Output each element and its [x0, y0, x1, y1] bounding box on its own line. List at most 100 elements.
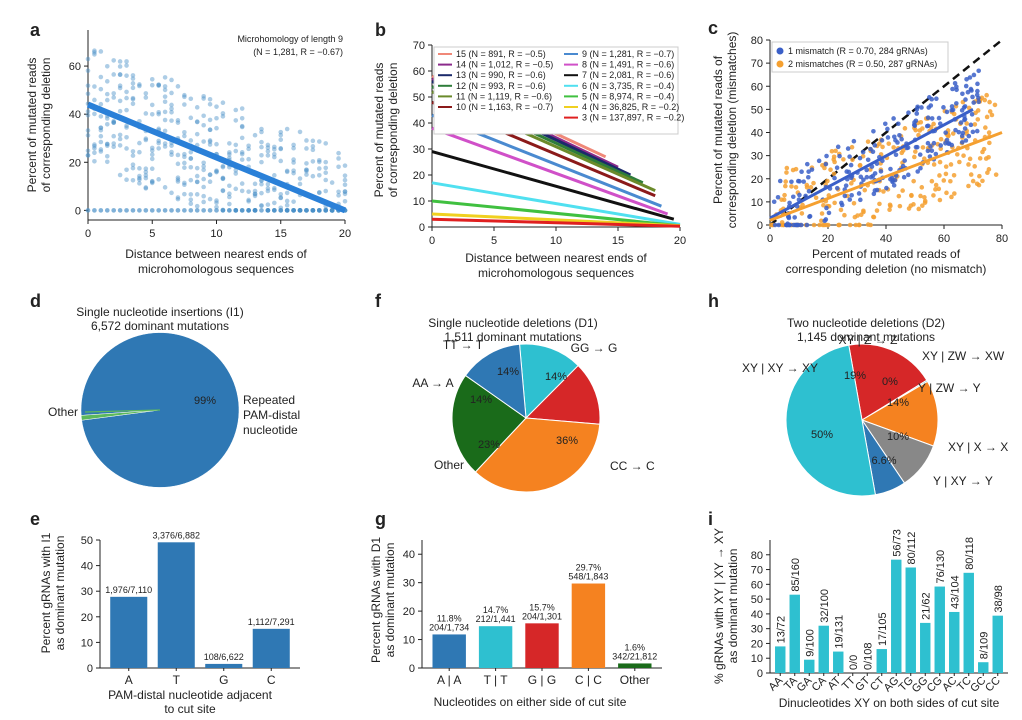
data-point [111, 91, 116, 96]
data-point [972, 122, 978, 127]
data-point [811, 222, 817, 228]
data-point [259, 139, 264, 145]
data-point [342, 189, 348, 195]
data-point [188, 96, 194, 102]
data-point [239, 106, 245, 111]
data-point [849, 181, 854, 186]
data-point [890, 179, 895, 185]
data-point [207, 196, 213, 202]
data-point [104, 143, 110, 148]
bar-value-label-text: 32/100 [819, 589, 831, 623]
data-point [938, 146, 944, 151]
data-point [874, 208, 880, 213]
data-point [310, 208, 316, 213]
data-point [188, 149, 194, 155]
bar [205, 663, 243, 668]
data-point [137, 149, 142, 155]
data-point [317, 172, 322, 178]
data-point [98, 139, 104, 145]
data-point [291, 208, 296, 213]
bar-value-label: 1,976/7,110 [105, 585, 152, 595]
data-point [323, 208, 329, 213]
data-point [175, 175, 181, 180]
bar-value-label: 13/72 [775, 616, 787, 644]
slice-label: Other [434, 458, 464, 472]
data-point [336, 189, 341, 195]
y-tick-label: 0 [757, 220, 763, 232]
data-point [111, 144, 116, 150]
data-point [92, 111, 97, 117]
panel-label-a: a [30, 20, 41, 40]
data-point [246, 208, 251, 213]
data-point [143, 173, 149, 178]
data-point [130, 95, 136, 101]
data-point [899, 150, 905, 156]
data-point [809, 167, 815, 172]
data-point [233, 208, 239, 213]
data-point [175, 152, 181, 158]
data-point [310, 208, 316, 213]
data-point [246, 146, 251, 152]
fit-line [769, 108, 974, 220]
data-point [329, 208, 335, 213]
data-point [214, 204, 219, 210]
y-tick-label: 60 [751, 81, 763, 93]
legend-entry: 13 (N = 990, R = −0.6) [456, 70, 546, 80]
data-point [92, 142, 97, 147]
data-point [291, 170, 296, 176]
data-point [265, 145, 271, 151]
data-point [880, 144, 885, 150]
data-point [137, 173, 142, 179]
data-point [868, 174, 874, 180]
slice-label: Y | ZW → Y [918, 381, 981, 395]
data-point [149, 152, 155, 157]
data-point [111, 72, 116, 77]
data-point [98, 149, 104, 154]
data-point [201, 208, 206, 213]
data-point [323, 141, 329, 146]
y-axis-label: Percent of mutated reads of corresponding… [25, 58, 53, 193]
data-point [169, 106, 174, 112]
y-axis-label-line: corresponding deletion (mismatches) [725, 32, 739, 229]
data-point [848, 162, 854, 168]
data-point [897, 203, 903, 209]
data-point [825, 178, 830, 184]
data-point [169, 118, 174, 123]
data-point [891, 145, 896, 150]
data-point [214, 208, 219, 213]
x-tick-label: 10 [550, 235, 562, 247]
data-point [961, 105, 967, 110]
data-point [259, 129, 264, 135]
data-point [304, 208, 309, 213]
data-point [913, 149, 918, 154]
data-point [801, 179, 807, 184]
slice-label: GG → G [571, 341, 618, 355]
data-point [220, 176, 226, 182]
data-point [143, 91, 149, 96]
bar-value-label: 11.8% [437, 613, 462, 623]
data-point [194, 179, 200, 185]
x-tick-label: C | C [575, 673, 602, 687]
data-point [272, 200, 277, 206]
data-point [194, 179, 200, 185]
data-point [117, 172, 123, 178]
data-point [124, 134, 129, 140]
data-point [182, 94, 187, 100]
data-point [124, 123, 129, 128]
data-point [143, 175, 149, 181]
data-point [954, 152, 960, 157]
data-point [297, 181, 303, 187]
data-point [974, 92, 980, 98]
data-point [272, 208, 277, 213]
data-point [959, 133, 965, 139]
data-point [104, 116, 110, 121]
data-point [941, 105, 946, 110]
y-tick-label: 0 [419, 222, 425, 234]
data-point [85, 148, 91, 154]
data-point [317, 190, 322, 195]
data-point [182, 154, 187, 160]
data-point [272, 208, 277, 213]
data-point [949, 107, 954, 113]
bar-value-label: 3,376/6,882 [152, 530, 200, 540]
bar-value-label: 14.7% [483, 605, 509, 615]
